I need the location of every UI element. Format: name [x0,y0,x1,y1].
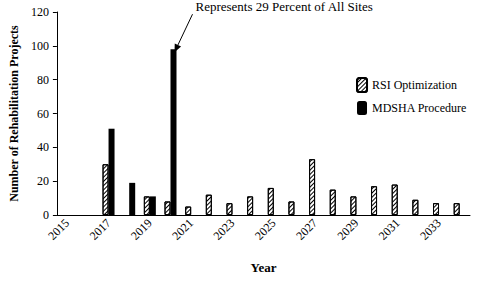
svg-text:Represents 29 Percent of All S: Represents 29 Percent of All Sites [196,0,373,14]
svg-text:2015: 2015 [45,216,72,243]
svg-text:0: 0 [43,208,49,222]
svg-text:60: 60 [37,107,49,121]
svg-text:40: 40 [37,140,49,154]
svg-text:100: 100 [31,39,49,53]
svg-text:2029: 2029 [334,216,361,243]
svg-text:80: 80 [37,73,49,87]
svg-text:2019: 2019 [128,216,155,243]
svg-text:2033: 2033 [417,216,444,243]
svg-text:2023: 2023 [211,216,238,243]
svg-text:2021: 2021 [169,216,196,243]
svg-text:MDSHA Procedure: MDSHA Procedure [372,101,466,115]
svg-text:120: 120 [31,5,49,19]
svg-text:2027: 2027 [293,216,320,243]
svg-text:2025: 2025 [252,216,279,243]
svg-text:Year: Year [250,260,276,275]
svg-text:20: 20 [37,174,49,188]
svg-text:RSI Optimization: RSI Optimization [372,78,457,92]
svg-text:2031: 2031 [376,216,403,243]
svg-text:2017: 2017 [87,216,114,243]
svg-text:Number of Rehabilitation Proje: Number of Rehabilitation Projects [7,25,21,202]
